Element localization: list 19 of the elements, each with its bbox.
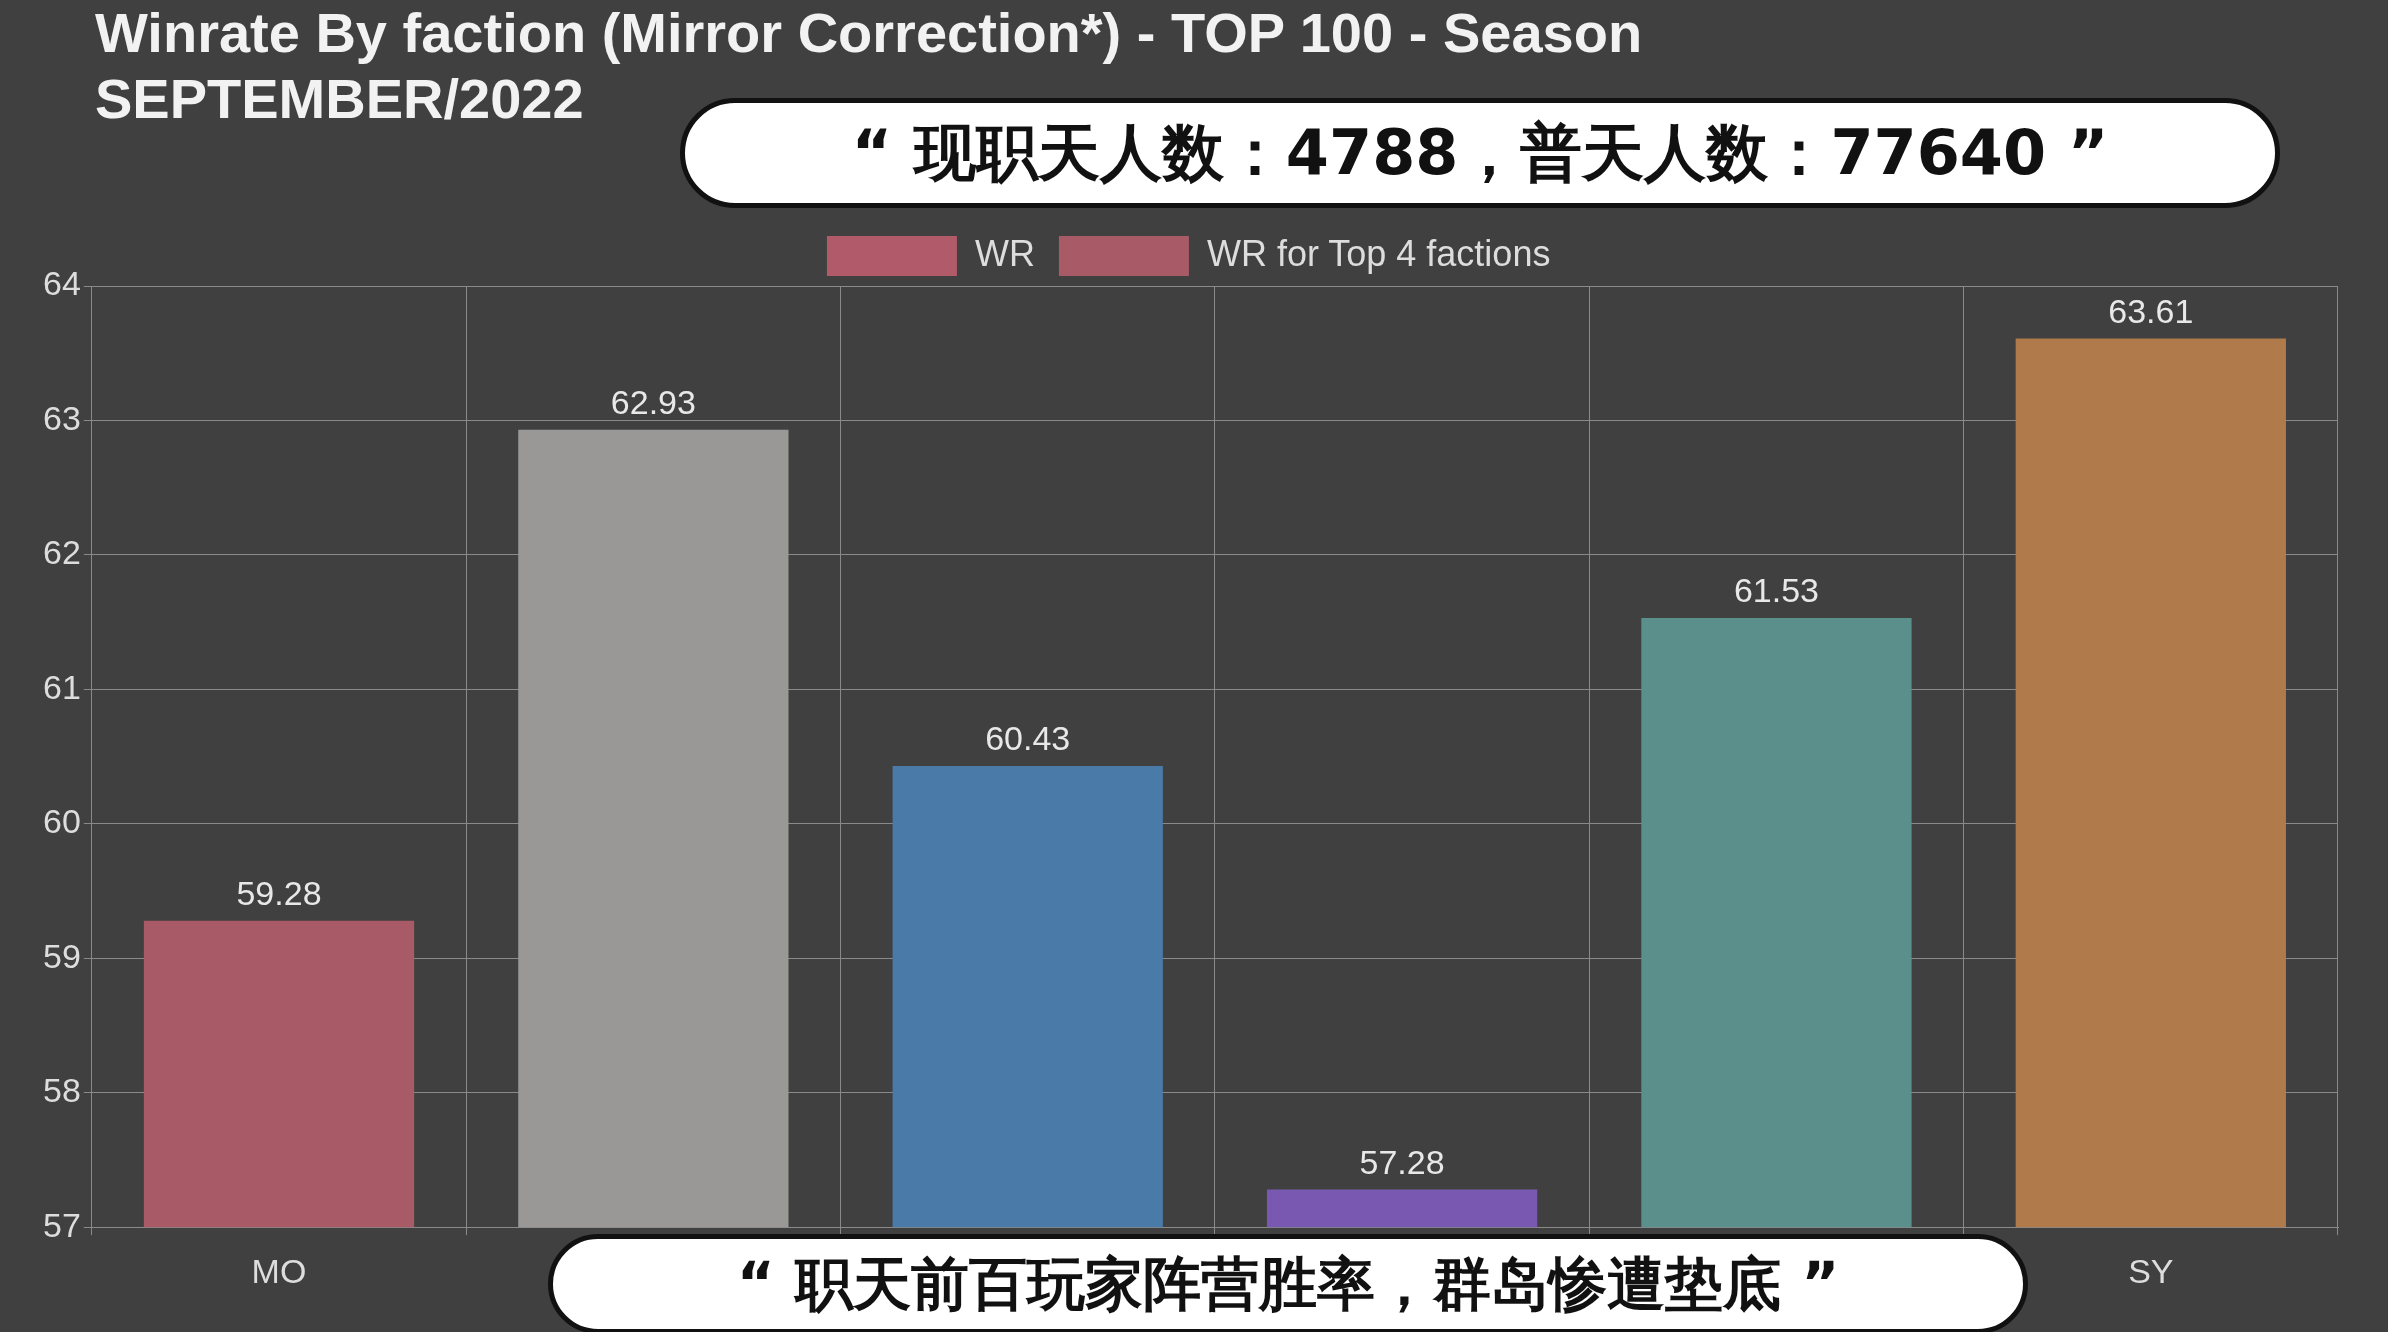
data-label: 62.93 [610,383,696,422]
y-tick-label: 62 [42,533,81,572]
y-tick-label: 63 [42,398,81,437]
y-tick-label: 64 [42,264,81,303]
y-tick-label: 57 [42,1205,81,1244]
legend-label: WR [974,232,1035,274]
legend-label: WR for Top 4 factions [1206,232,1551,274]
y-tick-label: 60 [42,802,81,841]
text: “ 职天前百玩家阵营胜率，群岛惨遭垫底 ” [548,1234,2028,1332]
y-tick-label: 61 [42,667,81,706]
x-tick-label: MO [251,1251,307,1290]
data-label: 57.28 [1359,1142,1445,1181]
data-label: 63.61 [2108,291,2194,330]
data-label: 61.53 [1733,571,1819,610]
y-tick-label: 58 [42,1071,81,1110]
y-tick-label: 59 [42,936,81,975]
data-label: 59.28 [236,874,322,913]
data-label: 60.43 [985,719,1071,758]
x-tick-label: SY [2128,1251,2174,1290]
